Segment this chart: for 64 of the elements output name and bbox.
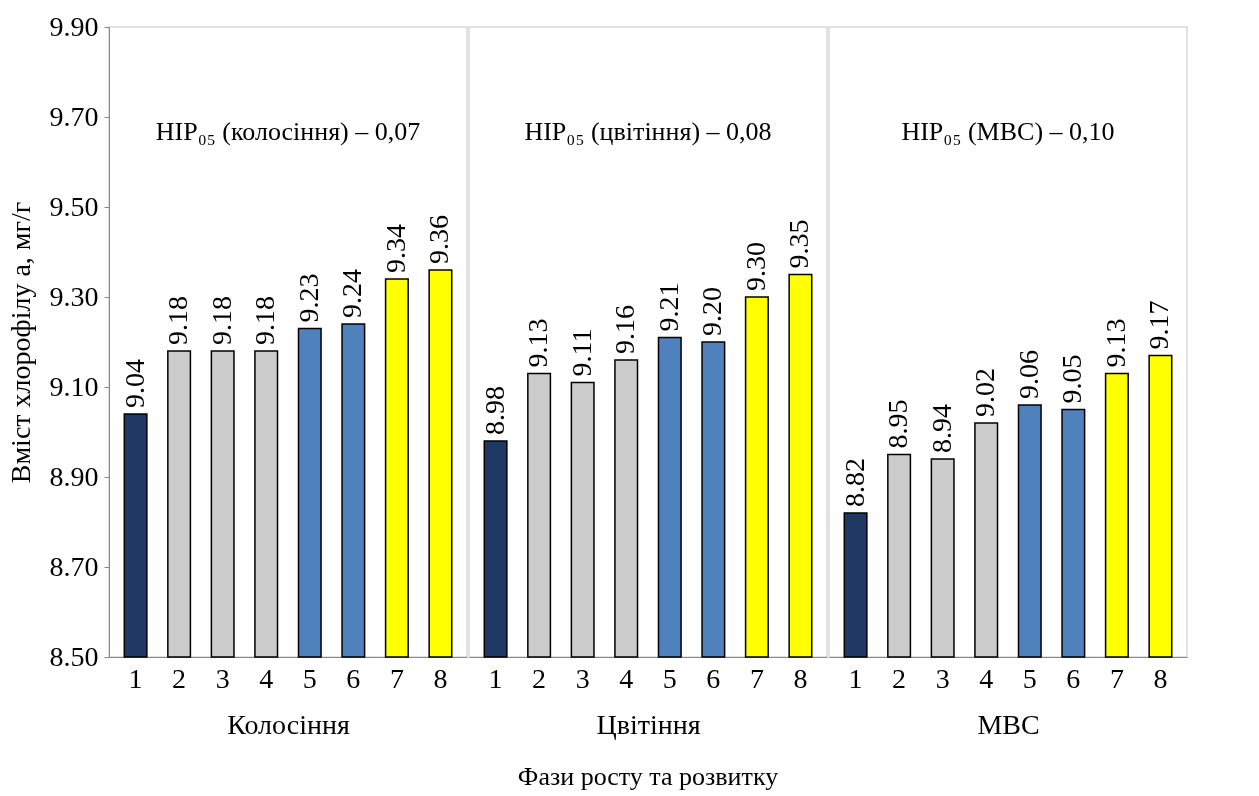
x-tick-label: 6 (346, 662, 361, 694)
annotation: HIP₀₅ (цвітіння) – 0,08 (524, 117, 772, 146)
y-axis-title: Вміст хлорофілу a, мг/г (4, 201, 36, 484)
annotation: HIP₀₅ (МВС) – 0,10 (901, 117, 1115, 146)
data-label: 9.21 (652, 282, 684, 332)
data-label: 9.11 (565, 328, 597, 377)
x-tick-label: 2 (892, 662, 907, 694)
data-label: 9.20 (696, 287, 728, 336)
x-tick-label: 1 (488, 662, 503, 694)
data-label: 8.94 (925, 404, 957, 453)
x-tick-label: 7 (1109, 662, 1124, 694)
y-tick-label: 8.50 (49, 640, 99, 672)
data-label: 9.23 (292, 273, 324, 323)
y-tick-label: 9.30 (49, 280, 99, 312)
data-label: 9.18 (205, 296, 237, 345)
x-tick-label: 7 (749, 662, 764, 694)
data-label: 9.06 (1012, 350, 1044, 399)
y-tick-label: 9.50 (49, 190, 99, 222)
data-label: 9.02 (969, 368, 1001, 417)
data-label: 9.18 (249, 296, 281, 345)
data-label: 8.95 (882, 399, 914, 449)
data-label: 8.82 (838, 458, 870, 507)
x-tick-label: 6 (1066, 662, 1081, 694)
data-label: 9.36 (423, 215, 455, 264)
data-label: 9.35 (783, 219, 815, 269)
data-label: 9.13 (1099, 318, 1131, 368)
data-label: 9.13 (522, 318, 554, 368)
data-label: 9.30 (739, 242, 771, 291)
data-label: 9.34 (379, 224, 411, 273)
y-tick-label: 9.90 (49, 10, 99, 42)
x-tick-label: 4 (979, 662, 994, 694)
x-tick-label: 4 (619, 662, 634, 694)
data-label: 9.04 (118, 359, 150, 408)
x-axis-title: Колосіння (227, 708, 350, 740)
text: Фази росту та розвитку (517, 762, 779, 791)
data-label: 8.98 (478, 386, 510, 435)
x-tick-label: 8 (1153, 662, 1168, 694)
x-tick-label: 3 (215, 662, 230, 694)
y-tick-label: 9.10 (49, 370, 99, 402)
data-label: 9.05 (1056, 354, 1088, 404)
x-tick-label: 8 (793, 662, 808, 694)
data-label: 9.16 (609, 305, 641, 354)
x-tick-label: 1 (128, 662, 143, 694)
data-label: 9.24 (336, 269, 368, 318)
annotation: HIP₀₅ (колосіння) – 0,07 (155, 117, 421, 146)
y-tick-label: 9.70 (49, 100, 99, 132)
x-tick-label: 3 (935, 662, 950, 694)
x-axis-title: МВС (977, 708, 1040, 740)
y-tick-label: 8.70 (49, 550, 99, 582)
x-tick-label: 2 (172, 662, 187, 694)
x-tick-label: 1 (848, 662, 863, 694)
x-tick-label: 5 (302, 662, 317, 694)
x-tick-label: 5 (1022, 662, 1037, 694)
data-label: 9.17 (1143, 300, 1175, 350)
x-tick-label: 8 (433, 662, 448, 694)
x-tick-label: 2 (532, 662, 547, 694)
x-tick-label: 4 (259, 662, 274, 694)
x-axis-title: Цвітіння (596, 708, 701, 740)
x-tick-label: 3 (575, 662, 590, 694)
y-tick-label: 8.90 (49, 460, 99, 492)
data-label: 9.18 (162, 296, 194, 345)
x-tick-label: 5 (662, 662, 677, 694)
x-tick-label: 7 (389, 662, 404, 694)
x-tick-label: 6 (706, 662, 721, 694)
